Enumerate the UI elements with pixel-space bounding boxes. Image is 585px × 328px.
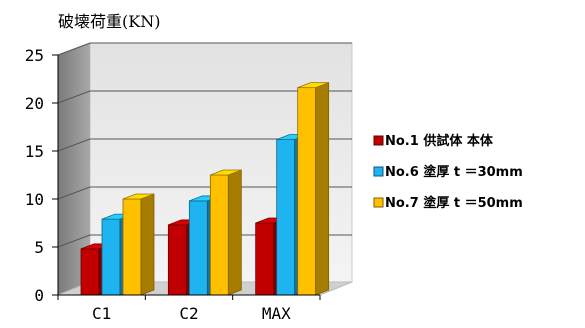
legend-swatch (373, 135, 384, 146)
y-tick-label: 25 (25, 46, 44, 65)
bars (80, 82, 330, 296)
x-tick-label: MAX (262, 304, 291, 323)
chart-title: 破壊荷重(KN) (58, 12, 160, 31)
x-tick-label: C1 (92, 304, 111, 323)
x-axis-ticks: C1 C2 MAX (57, 295, 321, 323)
grid-line-side (57, 90, 91, 104)
legend-swatch (373, 197, 384, 208)
legend-item: No.1 供試体 本体 (373, 133, 494, 149)
grid-line-side (57, 42, 91, 56)
legend-item: No.7 塗厚 t ＝50mm (373, 195, 523, 211)
y-tick-label: 15 (25, 142, 44, 161)
y-tick-label: 0 (34, 286, 44, 305)
y-axis-ticks: 0 5 10 15 20 25 (25, 46, 58, 305)
y-tick-label: 10 (25, 190, 44, 209)
grid-line-side (57, 186, 91, 200)
legend-label: No.6 塗厚 t ＝30mm (385, 164, 523, 180)
legend-swatch (373, 166, 384, 177)
y-tick-label: 5 (34, 238, 44, 257)
grid-line-side (57, 138, 91, 152)
legend-label: No.7 塗厚 t ＝50mm (385, 195, 523, 211)
legend: No.1 供試体 本体 No.6 塗厚 t ＝30mm No.7 塗厚 t ＝50m… (373, 133, 523, 211)
grid-line-side (57, 234, 91, 248)
bar (297, 82, 330, 296)
legend-item: No.6 塗厚 t ＝30mm (373, 164, 523, 180)
bar (122, 193, 155, 296)
bar (209, 169, 242, 296)
side-wall (58, 43, 90, 295)
legend-label: No.1 供試体 本体 (385, 133, 494, 149)
y-tick-label: 20 (25, 94, 44, 113)
x-tick-label: C2 (179, 304, 198, 323)
